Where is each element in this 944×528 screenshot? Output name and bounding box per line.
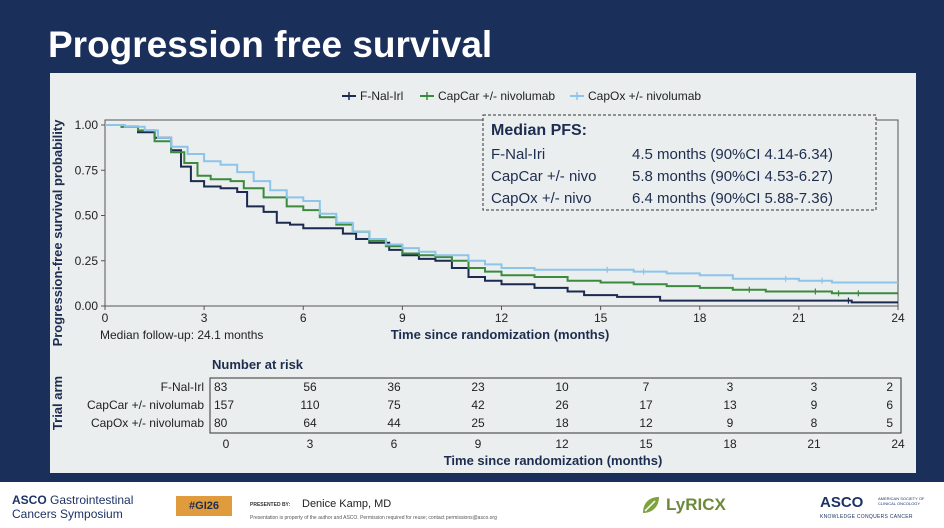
risk-cell: 26 (555, 398, 569, 412)
y-tick-label: 1.00 (75, 118, 99, 132)
y-tick-label: 0.50 (75, 209, 99, 223)
y-tick-label: 0.25 (75, 254, 99, 268)
risk-cell: 9 (811, 398, 818, 412)
risk-time-label: 24 (891, 437, 905, 451)
risk-table-frame (209, 377, 902, 434)
lyricx-leaf-icon (643, 497, 659, 513)
legend-label: CapOx +/- nivolumab (588, 89, 701, 103)
risk-table-side-label: Trial arm (50, 376, 65, 430)
x-tick-label: 6 (300, 311, 307, 325)
risk-cell: 157 (214, 398, 234, 412)
risk-cell: 83 (214, 380, 228, 394)
risk-time-label: 6 (391, 437, 398, 451)
presenter-name: Denice Kamp, MD (302, 498, 392, 510)
asco-society-name: AMERICAN SOCIETY OF CLINICAL ONCOLOGY (878, 496, 925, 506)
legend-label: F-Nal-Irl (360, 89, 403, 103)
risk-cell: 9 (727, 416, 734, 430)
asco-society-logo: ASCO AMERICAN SOCIETY OF CLINICAL ONCOLO… (820, 494, 924, 520)
asco-tagline: KNOWLEDGE CONQUERS CANCER (820, 514, 913, 520)
asco-gi-logo: ASCO Gastrointestinal Cancers Symposium (12, 493, 133, 521)
risk-cell: 44 (387, 416, 401, 430)
y-tick-label: 0.00 (75, 299, 99, 313)
x-tick-label: 3 (201, 311, 208, 325)
risk-time-label: 15 (639, 437, 653, 451)
risk-time-label: 9 (475, 437, 482, 451)
risk-cell: 42 (471, 398, 485, 412)
risk-cell: 25 (471, 416, 485, 430)
risk-cell: 18 (555, 416, 569, 430)
median-arm-label: CapOx +/- nivo (491, 190, 591, 207)
asco-gi-logo-gi: Gastrointestinal (50, 493, 134, 507)
risk-cell: 110 (300, 398, 319, 412)
lyricx-logo: LyRICX (640, 494, 726, 516)
asco-wordmark: ASCO (820, 494, 864, 511)
risk-cell: 23 (471, 380, 485, 394)
risk-cell: 3 (811, 380, 818, 394)
risk-cell: 3 (727, 380, 734, 394)
risk-cell: 10 (555, 380, 569, 394)
median-box-title: Median PFS: (491, 122, 587, 139)
km-curve (105, 124, 898, 284)
risk-cell: 7 (643, 380, 650, 394)
risk-cell: 64 (303, 416, 317, 430)
x-tick-label: 0 (102, 311, 109, 325)
footer: ASCO Gastrointestinal Cancers Symposium … (0, 482, 944, 528)
risk-time-label: 12 (555, 437, 569, 451)
median-arm-label: F-Nal-Iri (491, 146, 545, 163)
x-axis-title: Time since randomization (months) (391, 327, 610, 342)
risk-cell: 80 (214, 416, 228, 430)
presented-by-label: PRESENTED BY: (250, 502, 291, 508)
risk-cell: 5 (886, 416, 893, 430)
chart-panel: 0.00 0.25 0.50 0.75 1.00 0 3 6 9 12 15 18 21 24 Progre… (50, 73, 916, 473)
km-chart: 0.000.250.500.751.000 3 6 9 12 15 18 21 24Progre… (50, 89, 905, 468)
x-tick-label: 9 (399, 311, 406, 325)
x-tick-label: 24 (891, 311, 905, 325)
asco-gi-logo-line2: Cancers Symposium (12, 507, 123, 521)
legend-label: CapCar +/- nivolumab (438, 89, 555, 103)
lyricx-wordmark: LyRICX (666, 495, 726, 514)
risk-time-label: 18 (723, 437, 737, 451)
risk-cell: 75 (387, 398, 401, 412)
median-value: 4.5 months (90%CI 4.14-6.34) (632, 146, 833, 163)
risk-cell: 17 (639, 398, 653, 412)
km-curve (105, 124, 898, 304)
risk-cell: 6 (886, 398, 893, 412)
risk-row-label: CapOx +/- nivolumab (91, 416, 204, 430)
risk-table-x-title: Time since randomization (months) (444, 453, 663, 468)
median-box (482, 114, 877, 211)
median-arm-label: CapCar +/- nivo (491, 168, 596, 185)
y-axis-title: Progression-free survival probability (50, 119, 65, 347)
x-tick-label: 15 (594, 311, 608, 325)
slide-title: Progression free survival (48, 24, 493, 65)
median-value: 6.4 months (90%CI 5.88-7.36) (632, 190, 833, 207)
x-tick-label: 21 (792, 311, 806, 325)
x-tick-label: 18 (693, 311, 707, 325)
risk-cell: 8 (811, 416, 818, 430)
risk-row-label: CapCar +/- nivolumab (87, 398, 204, 412)
risk-cell: 56 (303, 380, 317, 394)
risk-cell: 36 (387, 380, 401, 394)
y-tick-label: 0.75 (75, 163, 99, 177)
risk-time-label: 0 (223, 437, 230, 451)
risk-table-title: Number at risk (212, 357, 304, 372)
x-tick-label: 12 (495, 311, 509, 325)
risk-cell: 2 (886, 380, 893, 394)
risk-cell: 13 (723, 398, 737, 412)
copyright-notice: Presentation is property of the author a… (250, 515, 497, 521)
risk-row-label: F-Nal-Irl (161, 380, 204, 394)
asco-gi-logo-asco: ASCO (12, 493, 47, 507)
risk-time-label: 21 (807, 437, 821, 451)
risk-time-label: 3 (307, 437, 314, 451)
followup-note: Median follow-up: 24.1 months (100, 328, 263, 342)
hashtag-badge: #GI26 (176, 496, 232, 516)
median-value: 5.8 months (90%CI 4.53-6.27) (632, 168, 833, 185)
risk-cell: 12 (639, 416, 653, 430)
